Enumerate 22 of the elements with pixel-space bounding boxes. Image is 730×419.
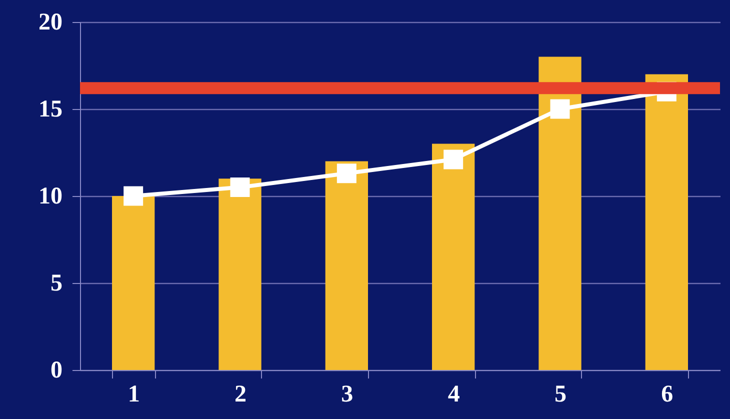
point [124,186,144,206]
point [444,150,464,170]
x-tick-label: 3 [341,382,354,408]
y-tick-label: 20 [38,10,62,36]
x-tick-label: 4 [448,382,460,408]
bar [432,144,475,370]
y-tick-label: 0 [50,358,62,384]
point [230,178,250,198]
y-tick-label: 5 [50,270,62,296]
x-tick-label: 6 [661,382,674,408]
bar [112,196,155,370]
x-tick-label: 2 [234,382,246,408]
y-tick-label: 15 [38,96,62,122]
x-tick-label: 5 [554,382,566,408]
point [336,164,356,184]
point [550,99,570,119]
bar [538,56,582,370]
bar [325,161,368,370]
bar [645,74,688,370]
x-tick-label: 1 [128,382,140,408]
y-tick-label: 10 [38,184,62,210]
bar [218,178,262,370]
